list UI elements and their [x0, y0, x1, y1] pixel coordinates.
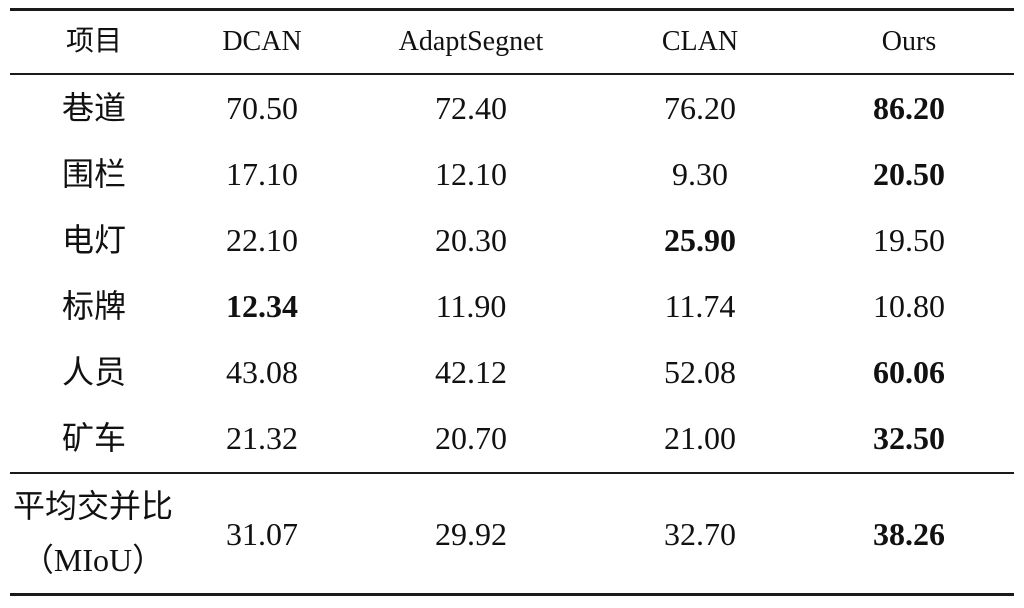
table-cell: 20.30: [435, 222, 507, 258]
footer-cell: 29.92: [435, 516, 507, 552]
header-dcan: DCAN: [222, 26, 302, 57]
table-cell: 17.10: [226, 156, 298, 192]
table-cell: 10.80: [873, 288, 945, 324]
table-cell: 86.20: [873, 90, 945, 126]
row-label: 电灯: [61, 222, 127, 258]
footer-cell: 32.70: [664, 516, 736, 552]
header-rule: [10, 73, 1014, 75]
row-label: 人员: [61, 354, 127, 390]
table-cell: 43.08: [226, 354, 298, 390]
table-cell: 19.50: [873, 222, 945, 258]
header-item: 项目: [65, 26, 123, 57]
table-cell: 21.00: [664, 420, 736, 456]
row-label: 矿车: [61, 420, 127, 456]
footer-cell: 38.26: [873, 516, 945, 552]
table-cell: 25.90: [664, 222, 736, 258]
header-adaptsegnet: AdaptSegnet: [398, 26, 544, 57]
footer-rule: [10, 472, 1014, 474]
bottom-rule: [10, 593, 1014, 596]
header-ours: Ours: [881, 26, 937, 57]
footer-label-line1: 平均交并比: [12, 488, 173, 524]
top-rule: [10, 8, 1014, 11]
table-cell: 20.50: [873, 156, 945, 192]
footer-cell: 31.07: [226, 516, 298, 552]
row-label: 巷道: [61, 90, 127, 126]
table-cell: 12.34: [226, 288, 298, 324]
table-cell: 20.70: [435, 420, 507, 456]
row-label: 围栏: [61, 156, 127, 192]
table-cell: 70.50: [226, 90, 298, 126]
row-label: 标牌: [61, 288, 127, 324]
header-clan: CLAN: [661, 26, 739, 57]
table-cell: 12.10: [435, 156, 507, 192]
table-cell: 9.30: [672, 156, 728, 192]
table-cell: 11.90: [435, 288, 507, 324]
table-cell: 21.32: [226, 420, 298, 456]
footer-label-line2: （MIoU）: [21, 542, 165, 578]
table-cell: 22.10: [226, 222, 298, 258]
table-cell: 72.40: [435, 90, 507, 126]
table-cell: 52.08: [664, 354, 736, 390]
table-cell: 42.12: [435, 354, 507, 390]
table-cell: 60.06: [873, 354, 945, 390]
table-cell: 32.50: [873, 420, 945, 456]
table-cell: 76.20: [664, 90, 736, 126]
table-cell: 11.74: [664, 288, 736, 324]
